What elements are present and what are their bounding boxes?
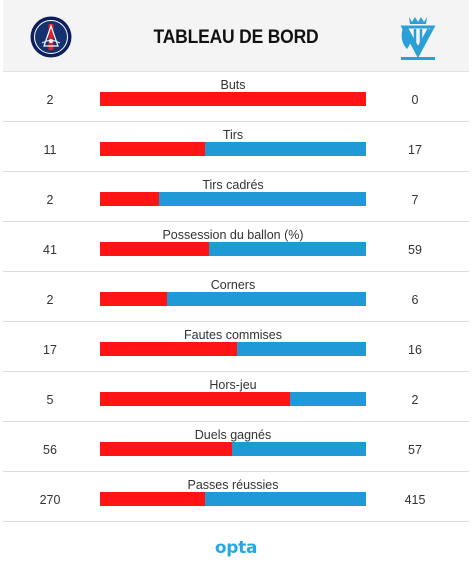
home-share-fill (100, 142, 205, 156)
home-share-fill (100, 492, 205, 506)
stat-bar (100, 92, 366, 106)
stat-rows: Buts 2 0 Tirs 11 17 Tirs cadrés 2 7 Poss… (3, 72, 469, 522)
stat-row: Duels gagnés 56 57 (3, 422, 469, 472)
stat-bar (100, 342, 366, 356)
stat-row: Possession du ballon (%) 41 59 (3, 222, 469, 272)
home-value: 17 (43, 343, 57, 357)
home-value: 2 (46, 293, 54, 307)
stat-row: Passes réussies 270 415 (3, 472, 469, 522)
psg-crest-icon (30, 16, 72, 58)
away-value: 59 (408, 243, 422, 257)
away-value: 0 (411, 93, 419, 107)
board-footer: opta (3, 522, 469, 576)
home-value: 270 (39, 493, 61, 507)
home-share-fill (100, 242, 210, 256)
away-value: 17 (408, 143, 422, 157)
page-title: TABLEAU DE BORD (153, 27, 319, 48)
stat-label: Corners (210, 278, 256, 292)
stat-row: Tirs cadrés 2 7 (3, 172, 469, 222)
stat-label: Hors-jeu (209, 378, 257, 392)
board-header: TABLEAU DE BORD (3, 0, 469, 72)
stat-label: Tirs (222, 128, 244, 142)
home-share-fill (100, 192, 160, 206)
stat-bar (100, 192, 366, 206)
home-share-fill (100, 392, 290, 406)
stat-row: Fautes commises 17 16 (3, 322, 469, 372)
stat-bar (100, 242, 366, 256)
opta-logo: opta (214, 538, 258, 558)
stat-label: Buts (220, 78, 246, 92)
home-value: 2 (46, 93, 54, 107)
stat-row: Hors-jeu 5 2 (3, 372, 469, 422)
stat-row: Tirs 11 17 (3, 122, 469, 172)
stat-row: Buts 2 0 (3, 72, 469, 122)
scoreboard: TABLEAU DE BORD Buts 2 0 Tirs 11 17 Tirs… (3, 0, 469, 576)
away-value: 2 (411, 393, 419, 407)
home-share-fill (100, 92, 366, 106)
stat-bar (100, 142, 366, 156)
stat-bar (100, 442, 366, 456)
stat-label: Duels gagnés (194, 428, 272, 442)
stat-bar (100, 292, 366, 306)
stat-label: Possession du ballon (%) (162, 228, 304, 242)
om-crest-icon (400, 17, 436, 60)
stat-bar (100, 392, 366, 406)
stat-bar (100, 492, 366, 506)
stat-label: Fautes commises (184, 328, 282, 342)
away-value: 7 (411, 193, 419, 207)
stat-label: Tirs cadrés (202, 178, 264, 192)
stat-label: Passes réussies (187, 478, 279, 492)
home-share-fill (100, 292, 167, 306)
home-share-fill (100, 342, 237, 356)
home-value: 56 (43, 443, 57, 457)
home-value: 2 (46, 193, 54, 207)
home-value: 5 (46, 393, 54, 407)
away-value: 6 (411, 293, 419, 307)
home-share-fill (100, 442, 232, 456)
away-value: 415 (404, 493, 426, 507)
stat-row: Corners 2 6 (3, 272, 469, 322)
away-value: 57 (408, 443, 422, 457)
home-value: 11 (43, 143, 57, 157)
away-value: 16 (408, 343, 422, 357)
home-value: 41 (43, 243, 57, 257)
